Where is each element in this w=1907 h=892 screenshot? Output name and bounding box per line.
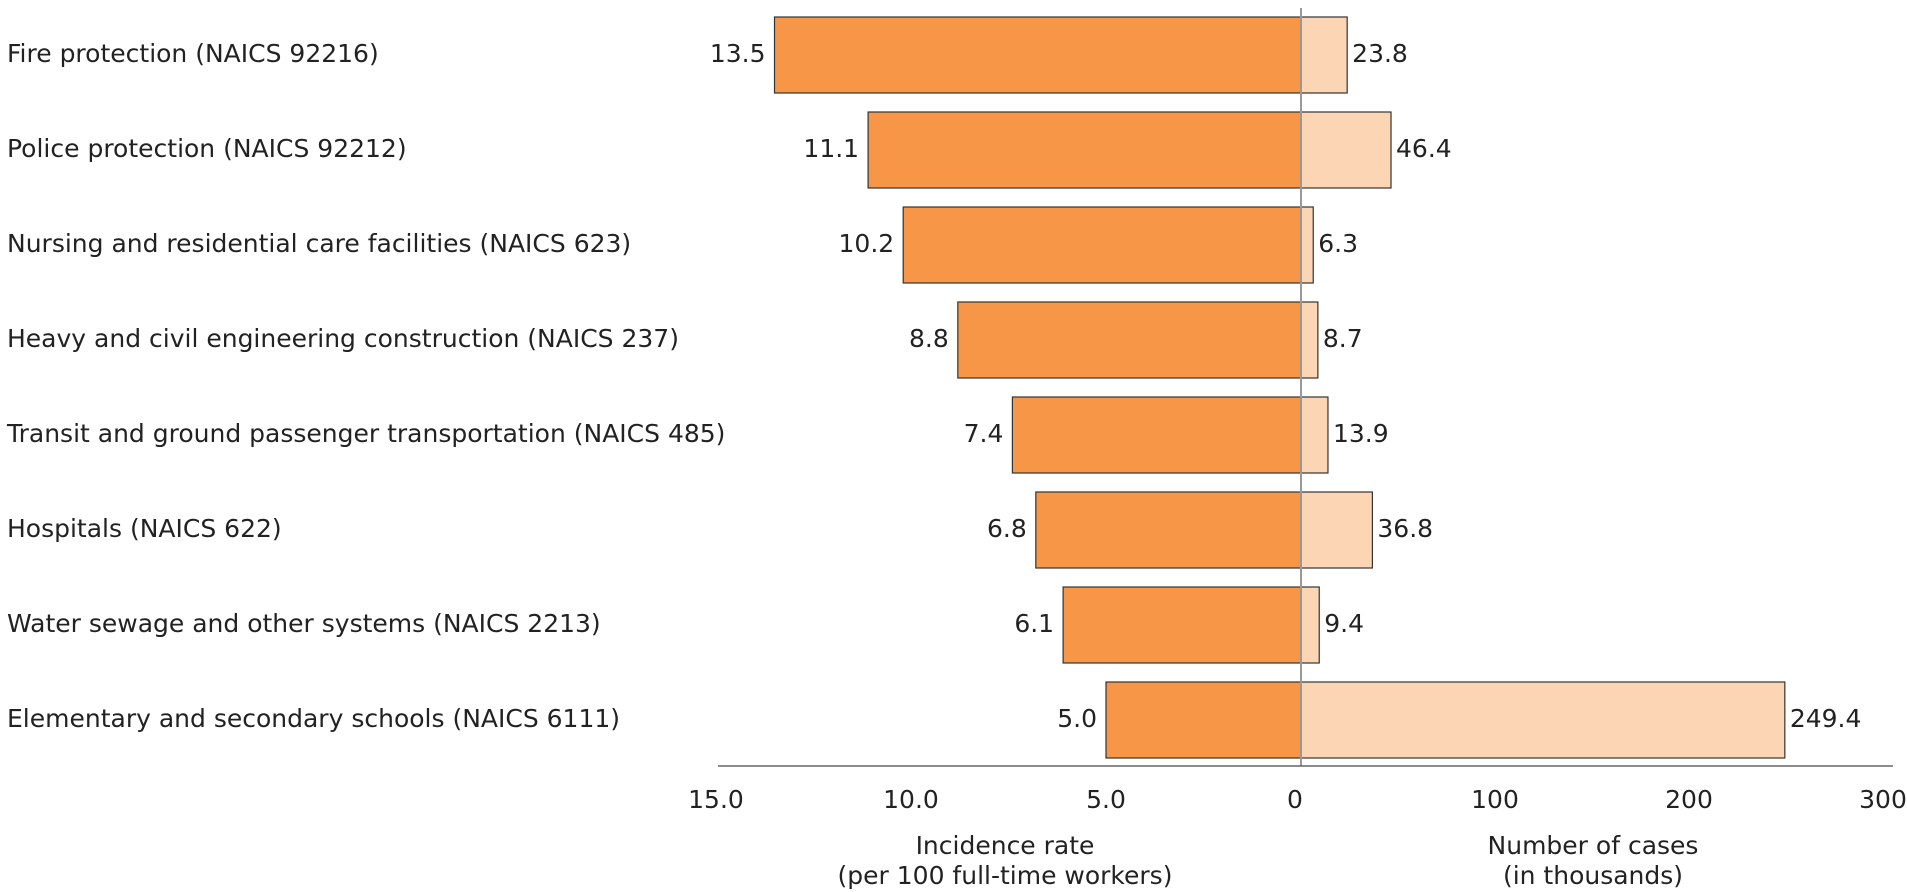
right-tick-label: 200 (1665, 785, 1713, 814)
case-count-value-label: 46.4 (1396, 134, 1452, 163)
case-count-bar (1300, 206, 1314, 284)
value-labels: 13.5 23.8 11.1 46.4 10.2 6.3 8.8 8.7 7.4 13.9 6.8 3… (710, 39, 1862, 733)
case-count-bar (1300, 301, 1319, 379)
incidence-rate-bar (867, 111, 1302, 189)
case-count-bar (1300, 681, 1786, 759)
case-count-value-label: 9.4 (1324, 609, 1364, 638)
case-count-value-label: 249.4 (1790, 704, 1862, 733)
left-tick-label: 5.0 (1086, 785, 1126, 814)
right-axis-title-line2: (in thousands) (1503, 861, 1683, 890)
left-axis-title-line2: (per 100 full-time workers) (838, 861, 1173, 890)
category-label: Heavy and civil engineering construction… (7, 324, 679, 353)
incidence-rate-value-label: 6.1 (1014, 609, 1054, 638)
incidence-rate-bar (1062, 586, 1302, 664)
left-axis-title-line1: Incidence rate (916, 831, 1095, 860)
case-count-bar (1300, 586, 1320, 664)
incidence-rate-value-label: 7.4 (964, 419, 1004, 448)
category-label: Hospitals (NAICS 622) (7, 514, 282, 543)
case-count-value-label: 6.3 (1318, 229, 1358, 258)
incidence-rate-value-label: 13.5 (710, 39, 766, 68)
right-tick-label: 100 (1471, 785, 1519, 814)
incidence-rate-bar (902, 206, 1302, 284)
case-count-value-label: 23.8 (1352, 39, 1408, 68)
incidence-rate-value-label: 11.1 (803, 134, 859, 163)
incidence-rate-bars (773, 16, 1302, 759)
case-count-bar (1300, 491, 1373, 569)
case-count-bars (1300, 16, 1786, 759)
incidence-rate-bar (1011, 396, 1302, 474)
axis-titles: Incidence rate (per 100 full-time worker… (838, 831, 1699, 890)
case-count-value-label: 8.7 (1323, 324, 1363, 353)
right-tick-label: 300 (1859, 785, 1907, 814)
category-label: Elementary and secondary schools (NAICS … (7, 704, 620, 733)
incidence-rate-bar (957, 301, 1302, 379)
case-count-value-label: 13.9 (1333, 419, 1389, 448)
incidence-rate-bar (773, 16, 1302, 94)
category-label: Nursing and residential care facilities … (7, 229, 631, 258)
left-tick-label: 15.0 (688, 785, 744, 814)
right-axis-title-line1: Number of cases (1488, 831, 1699, 860)
incidence-rate-bar (1035, 491, 1302, 569)
incidence-rate-value-label: 6.8 (987, 514, 1027, 543)
category-label: Police protection (NAICS 92212) (7, 134, 407, 163)
left-tick-label: 10.0 (883, 785, 939, 814)
incidence-rate-value-label: 8.8 (909, 324, 949, 353)
case-count-value-label: 36.8 (1377, 514, 1433, 543)
x-tick-labels: 15.0 10.0 5.0 0 100 200 300 (688, 785, 1907, 814)
category-label: Fire protection (NAICS 92216) (7, 39, 379, 68)
case-count-bar (1300, 396, 1329, 474)
case-count-bar (1300, 111, 1392, 189)
category-labels: Fire protection (NAICS 92216) Police prot… (6, 39, 725, 733)
category-label: Transit and ground passenger transportat… (6, 419, 725, 448)
center-tick-label: 0 (1287, 785, 1303, 814)
category-label: Water sewage and other systems (NAICS 22… (7, 609, 601, 638)
incidence-rate-bar (1105, 681, 1302, 759)
incidence-rate-value-label: 10.2 (839, 229, 895, 258)
incidence-rate-value-label: 5.0 (1057, 704, 1097, 733)
case-count-bar (1300, 16, 1348, 94)
